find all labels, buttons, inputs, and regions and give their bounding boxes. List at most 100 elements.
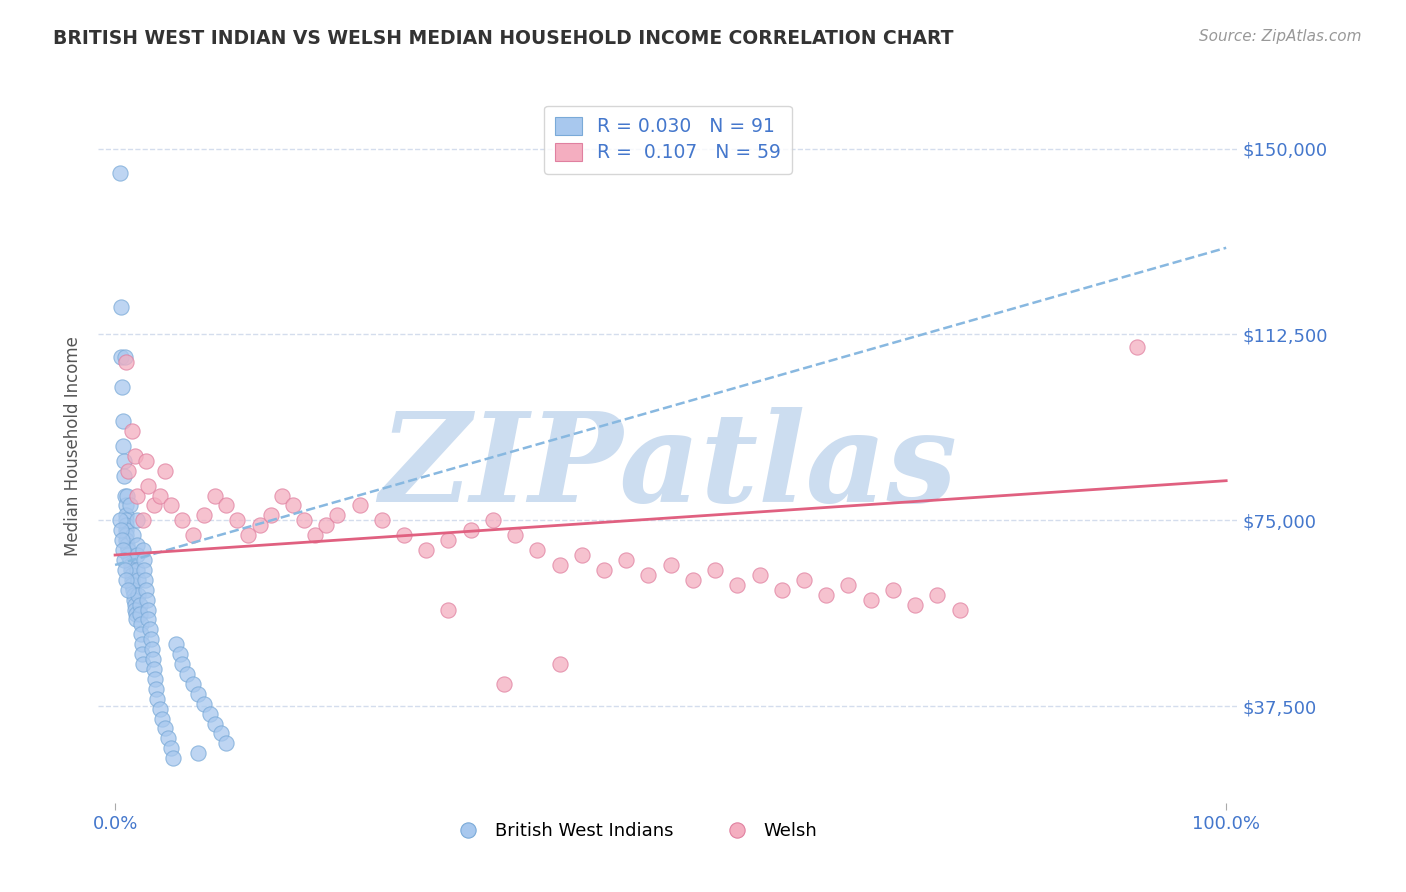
Point	[115, 499, 138, 513]
Point	[139, 632, 162, 647]
Point	[176, 667, 198, 681]
Point	[128, 607, 150, 622]
Point	[115, 523, 138, 537]
Point	[122, 592, 145, 607]
Point	[482, 513, 505, 527]
Point	[146, 691, 169, 706]
Point	[138, 602, 160, 616]
Point	[198, 706, 221, 721]
Point	[503, 528, 526, 542]
Point	[132, 553, 155, 567]
Point	[127, 548, 149, 562]
Point	[571, 548, 593, 562]
Point	[292, 513, 315, 527]
Point	[304, 528, 326, 542]
Point	[226, 513, 249, 527]
Point	[121, 578, 143, 592]
Point	[121, 573, 143, 587]
Point	[125, 612, 148, 626]
Point	[170, 513, 193, 527]
Point	[120, 563, 142, 577]
Point	[124, 598, 146, 612]
Point	[114, 489, 136, 503]
Point	[131, 637, 153, 651]
Point	[121, 582, 143, 597]
Point	[748, 567, 770, 582]
Point	[112, 468, 135, 483]
Point	[145, 681, 167, 696]
Point	[132, 513, 155, 527]
Point	[129, 627, 152, 641]
Point	[114, 563, 136, 577]
Point	[117, 489, 139, 503]
Point	[548, 657, 571, 671]
Point	[125, 607, 148, 622]
Point	[110, 523, 132, 537]
Point	[165, 637, 187, 651]
Point	[1126, 340, 1149, 354]
Point	[150, 712, 173, 726]
Point	[132, 563, 155, 577]
Point	[209, 726, 232, 740]
Point	[115, 513, 138, 527]
Point	[148, 701, 170, 715]
Point	[153, 464, 176, 478]
Point	[193, 508, 215, 523]
Point	[132, 657, 155, 671]
Point	[108, 166, 131, 180]
Point	[138, 623, 160, 637]
Point	[238, 528, 260, 542]
Point	[725, 578, 748, 592]
Point	[281, 499, 304, 513]
Point	[138, 612, 160, 626]
Point	[127, 563, 149, 577]
Point	[111, 414, 134, 428]
Text: ZIPatlas: ZIPatlas	[378, 407, 957, 528]
Point	[492, 677, 515, 691]
Point	[270, 489, 292, 503]
Point	[315, 518, 337, 533]
Point	[187, 746, 209, 760]
Point	[134, 573, 156, 587]
Point	[249, 518, 271, 533]
Legend: British West Indians, Welsh: British West Indians, Welsh	[443, 815, 825, 847]
Point	[159, 499, 181, 513]
Point	[593, 563, 616, 577]
Point	[115, 508, 138, 523]
Point	[117, 464, 139, 478]
Y-axis label: Median Household Income: Median Household Income	[65, 336, 83, 556]
Point	[127, 588, 149, 602]
Point	[127, 538, 149, 552]
Point	[927, 588, 949, 602]
Point	[181, 528, 204, 542]
Point	[193, 697, 215, 711]
Point	[111, 439, 134, 453]
Point	[138, 478, 160, 492]
Point	[371, 513, 394, 527]
Point	[120, 558, 142, 572]
Point	[170, 657, 193, 671]
Point	[948, 602, 970, 616]
Text: BRITISH WEST INDIAN VS WELSH MEDIAN HOUSEHOLD INCOME CORRELATION CHART: BRITISH WEST INDIAN VS WELSH MEDIAN HOUS…	[53, 29, 953, 47]
Point	[121, 528, 143, 542]
Point	[121, 424, 143, 438]
Point	[882, 582, 904, 597]
Point	[131, 647, 153, 661]
Point	[153, 722, 176, 736]
Point	[111, 543, 134, 558]
Point	[859, 592, 882, 607]
Point	[110, 350, 132, 364]
Point	[204, 716, 226, 731]
Point	[904, 598, 927, 612]
Point	[437, 602, 460, 616]
Point	[437, 533, 460, 548]
Point	[117, 538, 139, 552]
Point	[392, 528, 415, 542]
Point	[118, 553, 141, 567]
Point	[135, 454, 157, 468]
Point	[614, 553, 637, 567]
Point	[127, 573, 149, 587]
Point	[187, 687, 209, 701]
Point	[111, 379, 134, 393]
Point	[129, 617, 152, 632]
